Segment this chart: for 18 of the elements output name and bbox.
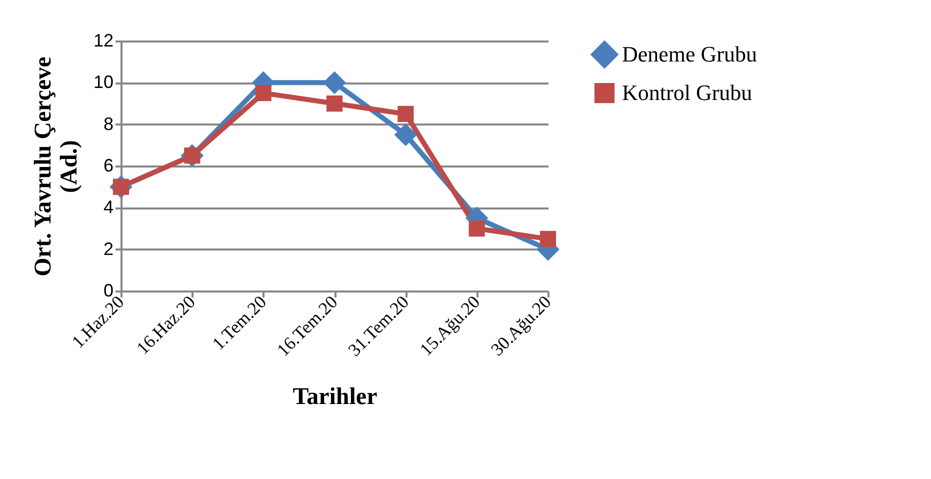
legend-label: Kontrol Grubu — [622, 80, 752, 105]
y-tick-label: 8 — [103, 114, 114, 134]
y-tick-label: 4 — [103, 197, 114, 218]
point — [255, 85, 272, 102]
y-tick-label: 0 — [103, 280, 114, 300]
point — [323, 71, 346, 94]
y-tick-label: 10 — [93, 72, 114, 92]
legend-label: Deneme Grubu — [622, 42, 758, 66]
point — [468, 220, 485, 237]
y-tick-label: 2 — [103, 238, 114, 259]
point — [540, 230, 556, 247]
point — [326, 95, 343, 112]
point — [394, 123, 418, 146]
y-tick-label: 6 — [103, 156, 114, 176]
point — [398, 106, 414, 122]
y-tick-label: 12 — [93, 30, 114, 50]
y-axis-title: Ort. Yavrulu Çerçeve (Ad.) — [30, 56, 82, 276]
x-axis-title: Tarihler — [292, 384, 378, 410]
